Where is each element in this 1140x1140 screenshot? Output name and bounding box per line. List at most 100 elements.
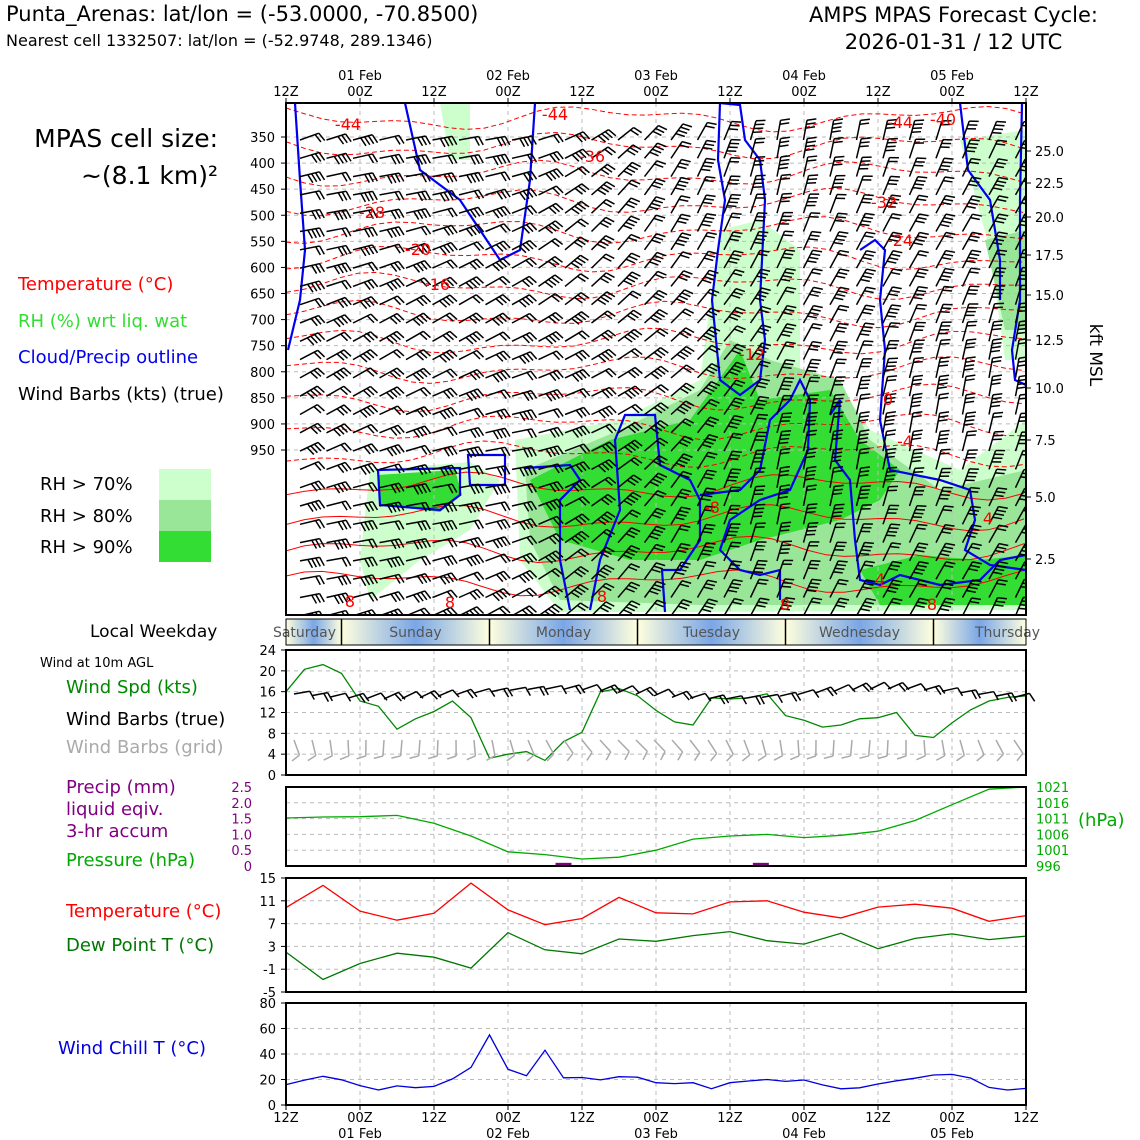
- barb-feather: [371, 501, 379, 511]
- wind-barb: [988, 158, 1008, 177]
- barb-feather: [602, 585, 612, 592]
- rh80-swatch: [159, 500, 211, 531]
- barb-staff: [959, 739, 966, 756]
- barb-feather: [500, 466, 507, 476]
- barb-staff: [644, 347, 661, 361]
- barb-feather: [337, 192, 344, 202]
- barb-staff: [401, 690, 417, 700]
- barb-feather: [575, 482, 583, 491]
- wind-barb: [961, 505, 981, 525]
- barb-staff: [293, 690, 310, 695]
- wind-barb: [564, 292, 590, 306]
- wind-barb: [352, 296, 379, 310]
- wind-barb: [1014, 542, 1026, 562]
- barb-feather: [760, 268, 771, 273]
- wind-barb: [961, 579, 982, 598]
- barb-feather: [368, 575, 375, 585]
- barb-feather: [862, 256, 872, 261]
- wind-barb: [855, 175, 873, 196]
- barb-feather: [655, 127, 665, 134]
- barb-feather: [340, 315, 349, 324]
- wind-barb: [908, 504, 927, 525]
- wind-barb: [829, 322, 849, 342]
- barb-feather: [651, 239, 661, 244]
- barb-feather: [424, 242, 432, 252]
- barb-feather: [477, 407, 485, 417]
- rh-fill-region: [860, 555, 1026, 605]
- barb-feather: [783, 380, 793, 383]
- barb-feather: [499, 224, 508, 233]
- barb-feather: [412, 373, 421, 382]
- wind-barb: [352, 481, 379, 492]
- barb-feather: [810, 600, 821, 604]
- barb-feather: [886, 589, 897, 594]
- barb-feather: [651, 532, 661, 537]
- barb-feather: [307, 283, 314, 293]
- barb-feather: [916, 504, 927, 508]
- barb-feather: [997, 596, 1008, 600]
- barb-feather: [941, 549, 952, 553]
- barb-feather: [919, 213, 929, 217]
- barb-feather: [991, 400, 1001, 404]
- wind-barb: [379, 153, 405, 165]
- barb-staff: [617, 685, 633, 694]
- barb-feather: [626, 277, 636, 283]
- barb-feather: [1019, 374, 1026, 378]
- barb-feather: [761, 305, 772, 310]
- barb-feather: [862, 343, 872, 347]
- barb-feather: [600, 498, 610, 506]
- barb-feather: [912, 456, 922, 459]
- weekday-cell: [785, 619, 934, 645]
- wind-barb: [432, 241, 458, 255]
- barb-feather: [500, 502, 507, 512]
- barb-staff: [961, 213, 974, 232]
- wind-barb: [643, 214, 666, 232]
- barb-feather: [940, 338, 951, 341]
- barb-feather: [755, 403, 766, 406]
- barb-feather: [554, 238, 564, 246]
- barb-feather: [676, 298, 686, 304]
- wind-barb: [961, 338, 977, 360]
- barb-feather: [468, 316, 477, 324]
- wind-barb: [405, 425, 432, 439]
- barb-feather: [648, 535, 659, 540]
- wind-barb: [356, 739, 367, 760]
- barb-feather: [965, 396, 975, 400]
- barb-staff: [617, 366, 636, 379]
- barb-feather: [779, 437, 790, 441]
- barb-feather: [545, 448, 553, 458]
- barb-feather: [452, 689, 460, 698]
- weekday-name: Saturday: [273, 625, 336, 641]
- barb-feather: [996, 234, 1006, 238]
- barb-feather: [600, 168, 610, 176]
- wind-barb: [485, 135, 511, 147]
- barb-staff: [961, 176, 973, 196]
- barb-feather: [784, 230, 795, 233]
- barb-feather: [913, 512, 924, 515]
- wind-barb: [458, 171, 484, 184]
- wind-barb: [961, 249, 982, 269]
- barb-feather: [970, 267, 981, 271]
- barb-staff: [671, 739, 684, 753]
- wind-barb: [299, 314, 326, 327]
- barb-feather: [1023, 509, 1026, 512]
- barb-feather: [551, 606, 560, 613]
- barb-feather: [682, 470, 693, 476]
- barb-feather: [450, 242, 458, 251]
- barb-staff: [538, 220, 556, 233]
- barb-staff: [564, 254, 581, 269]
- wind-barb: [1014, 560, 1026, 580]
- barb-feather: [915, 220, 925, 224]
- barb-feather: [944, 285, 954, 289]
- barb-feather: [857, 441, 868, 444]
- barb-feather: [486, 755, 496, 761]
- barb-feather: [623, 279, 633, 286]
- barb-feather: [530, 135, 537, 145]
- barb-feather: [498, 314, 507, 323]
- kft-tick-label: 17.5: [1035, 249, 1064, 264]
- wind-barb: [352, 261, 379, 272]
- barb-feather: [446, 389, 455, 398]
- barb-feather: [708, 434, 719, 439]
- barb-feather: [837, 308, 848, 312]
- barb-feather: [702, 530, 713, 534]
